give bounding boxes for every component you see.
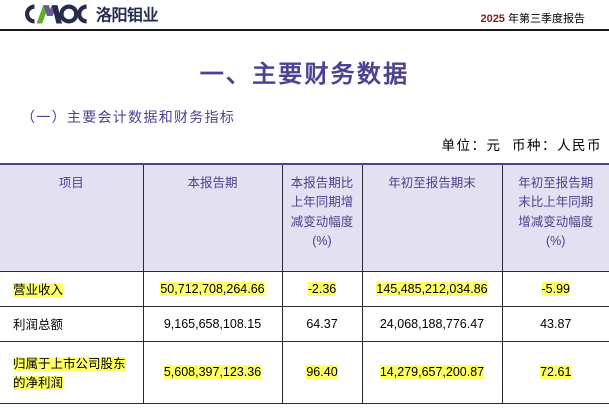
svg-text:洛阳钼业: 洛阳钼业 xyxy=(96,6,159,25)
